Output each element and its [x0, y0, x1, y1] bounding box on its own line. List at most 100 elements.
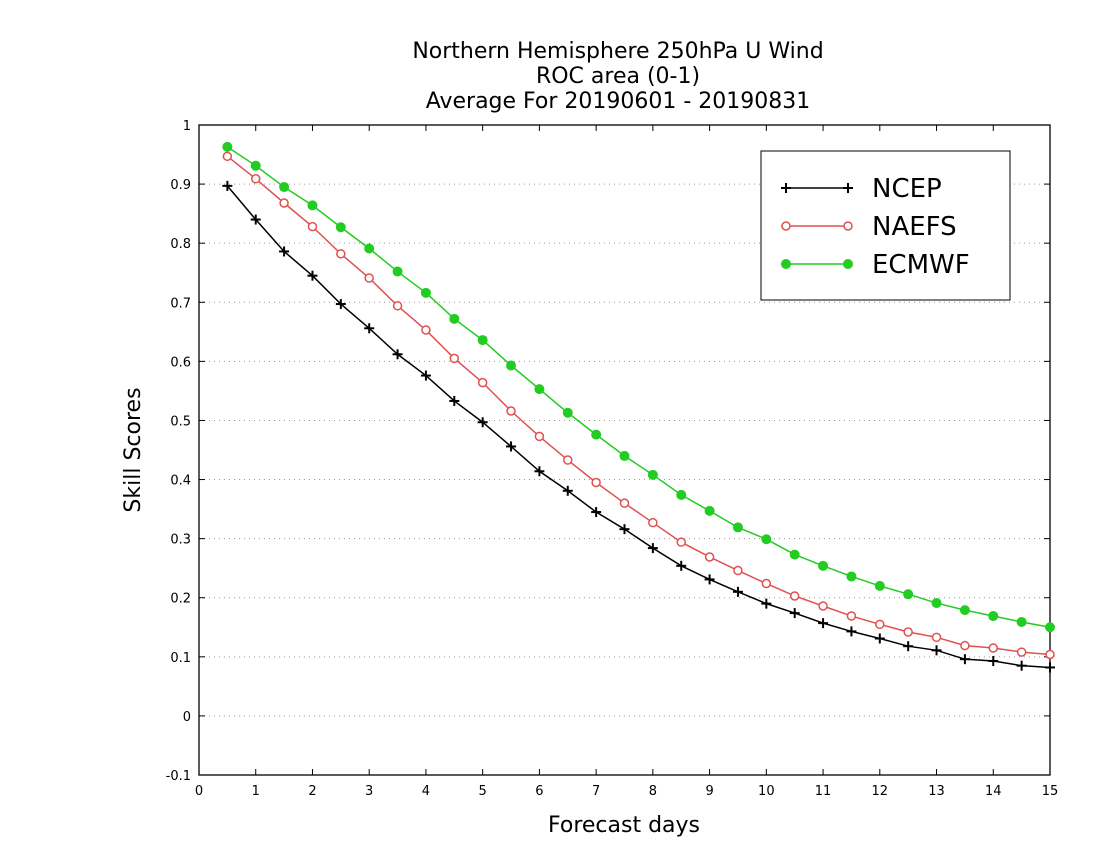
y-tick-label: 0.1 [170, 651, 191, 666]
data-point-naefs [421, 325, 431, 335]
data-point-ecmwf [534, 384, 545, 395]
legend-marker-ecmwf [843, 259, 853, 269]
legend-marker-ecmwf [781, 259, 791, 269]
series-line-naefs [226, 155, 1051, 656]
y-tick-label: 0.3 [170, 533, 191, 548]
data-point-ecmwf [903, 589, 914, 600]
data-point-ncep [534, 466, 545, 477]
axis-ticks: -0.100.10.20.30.40.50.60.70.80.910 1 2 3 4 5 6… [166, 119, 1059, 799]
data-point-ecmwf [222, 141, 233, 152]
x-tick-label: 10 [758, 784, 775, 799]
data-point-ecmwf [647, 469, 658, 480]
series-ncep [222, 180, 1055, 673]
legend-item-ncep: NCEP [781, 174, 942, 204]
data-point-ncep [903, 641, 914, 652]
legend-marker-naefs [781, 221, 791, 231]
x-axis-label: Forecast days [548, 813, 700, 838]
data-point-ecmwf [420, 287, 431, 298]
data-point-ecmwf [874, 580, 885, 591]
data-point-ecmwf [591, 429, 602, 440]
y-tick-label: 0.8 [170, 237, 191, 252]
data-point-ecmwf [562, 407, 573, 418]
y-tick-label: 0.6 [170, 355, 191, 370]
legend-marker-ncep [781, 183, 791, 193]
data-point-naefs [392, 301, 403, 311]
data-point-ncep [506, 441, 517, 452]
y-tick-label: 0.2 [170, 592, 191, 607]
x-tick-label: 8 [649, 784, 657, 799]
data-point-ncep [222, 180, 233, 191]
data-point-ecmwf [477, 335, 488, 346]
data-point-naefs [676, 537, 686, 547]
legend-marker-ncep [843, 183, 853, 193]
legend-box [760, 150, 1011, 301]
data-point-ecmwf [988, 611, 999, 622]
plot-frame [198, 124, 1051, 776]
data-point-ecmwf [818, 560, 829, 571]
data-point-ecmwf [732, 522, 743, 533]
data-point-ecmwf [335, 222, 346, 233]
data-point-ncep [307, 270, 318, 281]
x-tick-label: 5 [479, 784, 487, 799]
data-point-ncep [279, 246, 290, 257]
x-tick-label: 12 [872, 784, 889, 799]
x-tick-label: 15 [1042, 784, 1059, 799]
data-point-ncep [1016, 660, 1027, 671]
data-point-ecmwf [392, 266, 403, 277]
series-naefs [222, 151, 1055, 660]
x-tick-label: 1 [252, 784, 260, 799]
data-point-naefs [960, 640, 970, 651]
data-point-naefs [903, 627, 913, 637]
data-point-ncep [676, 560, 687, 571]
data-point-naefs [563, 455, 573, 465]
data-point-naefs [449, 353, 460, 364]
data-point-ecmwf [506, 360, 517, 371]
data-point-ncep [846, 626, 857, 637]
data-point-naefs [988, 643, 999, 653]
data-point-naefs [364, 273, 374, 283]
y-tick-label: 0 [183, 710, 191, 725]
data-point-naefs [733, 565, 743, 576]
data-point-ecmwf [1016, 616, 1027, 627]
data-point-ncep [619, 524, 630, 535]
data-point-ecmwf [704, 505, 715, 516]
y-axis-label: Skill Scores [121, 387, 146, 512]
data-point-naefs [1016, 647, 1027, 657]
series-ecmwf [222, 141, 1055, 633]
data-point-ncep [335, 299, 346, 310]
data-point-ncep [364, 323, 375, 334]
data-point-ecmwf [931, 598, 942, 609]
data-point-ncep [647, 543, 658, 554]
data-point-ecmwf [619, 450, 630, 461]
data-point-ecmwf [789, 549, 800, 560]
chart-title-line-1: Northern Hemisphere 250hPa U Wind [412, 39, 823, 64]
legend: NCEP NAEFS ECMWF [760, 150, 1011, 301]
data-point-ncep [988, 655, 999, 666]
x-tick-label: 11 [815, 784, 832, 799]
legend-item-ecmwf: ECMWF [781, 250, 970, 280]
data-point-naefs [931, 632, 942, 643]
data-point-ecmwf [761, 534, 772, 545]
legend-label-ecmwf: ECMWF [872, 250, 970, 280]
data-point-naefs [875, 619, 885, 630]
data-point-ecmwf [676, 489, 687, 500]
x-tick-label: 9 [705, 784, 713, 799]
data-point-ecmwf [959, 605, 970, 616]
legend-item-naefs: NAEFS [781, 212, 957, 242]
data-point-ncep [732, 586, 743, 597]
legend-label-ncep: NCEP [872, 174, 942, 204]
data-point-ncep [1045, 662, 1055, 673]
data-point-ecmwf [364, 243, 375, 254]
data-point-ncep [761, 598, 772, 609]
data-point-ncep [874, 633, 885, 644]
y-tick-label: 0.5 [170, 414, 191, 429]
x-tick-label: 0 [195, 784, 203, 799]
data-point-ncep [818, 618, 829, 629]
legend-items: NCEP NAEFS ECMWF [781, 174, 970, 280]
data-point-ecmwf [449, 313, 460, 324]
data-point-naefs [619, 498, 630, 508]
x-tick-label: 3 [365, 784, 373, 799]
y-tick-label: -0.1 [166, 769, 191, 784]
legend-label-naefs: NAEFS [872, 212, 957, 242]
data-point-ecmwf [279, 182, 290, 193]
